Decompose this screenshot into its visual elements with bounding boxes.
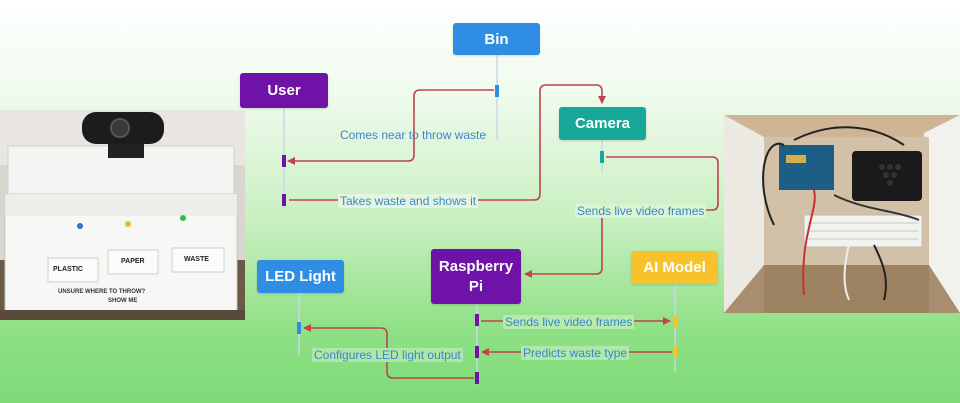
electronics-photo: [724, 115, 960, 313]
waste-label: WASTE: [184, 256, 209, 263]
user-box: User: [240, 73, 328, 108]
pi-activation-2: [475, 346, 479, 358]
electronics-photo-illustration: [724, 115, 960, 313]
led-light-box: LED Light: [257, 260, 344, 293]
led-light-label: LED Light: [265, 268, 336, 285]
message-takes-waste: Takes waste and shows it: [338, 194, 479, 208]
message-comes-near: Comes near to throw waste: [340, 128, 487, 142]
plastic-label: PLASTIC: [53, 266, 83, 273]
camera-label: Camera: [574, 115, 631, 132]
show-me-caption: SHOW ME: [108, 298, 138, 304]
ai-model-box: AI Model: [631, 251, 718, 284]
ai-activation-2: [673, 346, 677, 358]
bin-photo-illustration: [0, 110, 245, 320]
paper-label: PAPER: [121, 258, 145, 265]
bin-box: Bin: [453, 23, 540, 55]
camera-box: Camera: [559, 107, 646, 140]
arrow-user-to-camera: [289, 84, 606, 201]
user-activation-1: [282, 155, 286, 167]
pi-activation-3: [475, 372, 479, 384]
pi-activation-1: [475, 314, 479, 326]
bin-label: Bin: [484, 30, 509, 48]
bin-prototype-photo: PLASTIC PAPER WASTE UNSURE WHERE TO THRO…: [0, 110, 245, 320]
message-configures-led: Configures LED light output: [312, 348, 463, 362]
arrow-bin-to-user: [287, 89, 494, 165]
bin-activation: [495, 85, 499, 97]
user-label: User: [267, 82, 301, 99]
camera-activation: [600, 151, 604, 163]
ai-activation-1: [673, 315, 677, 327]
ai-model-label: AI Model: [643, 259, 706, 276]
message-camera-frames: Sends live video frames: [575, 204, 707, 218]
user-activation-2: [282, 194, 286, 206]
raspberry-pi-label: Raspberry Pi: [438, 257, 514, 295]
message-pi-frames: Sends live video frames: [503, 315, 635, 329]
unsure-caption: UNSURE WHERE TO THROW?: [58, 289, 146, 295]
raspberry-pi-box: Raspberry Pi: [431, 249, 521, 304]
message-predicts: Predicts waste type: [521, 346, 630, 360]
led-activation: [297, 322, 301, 334]
